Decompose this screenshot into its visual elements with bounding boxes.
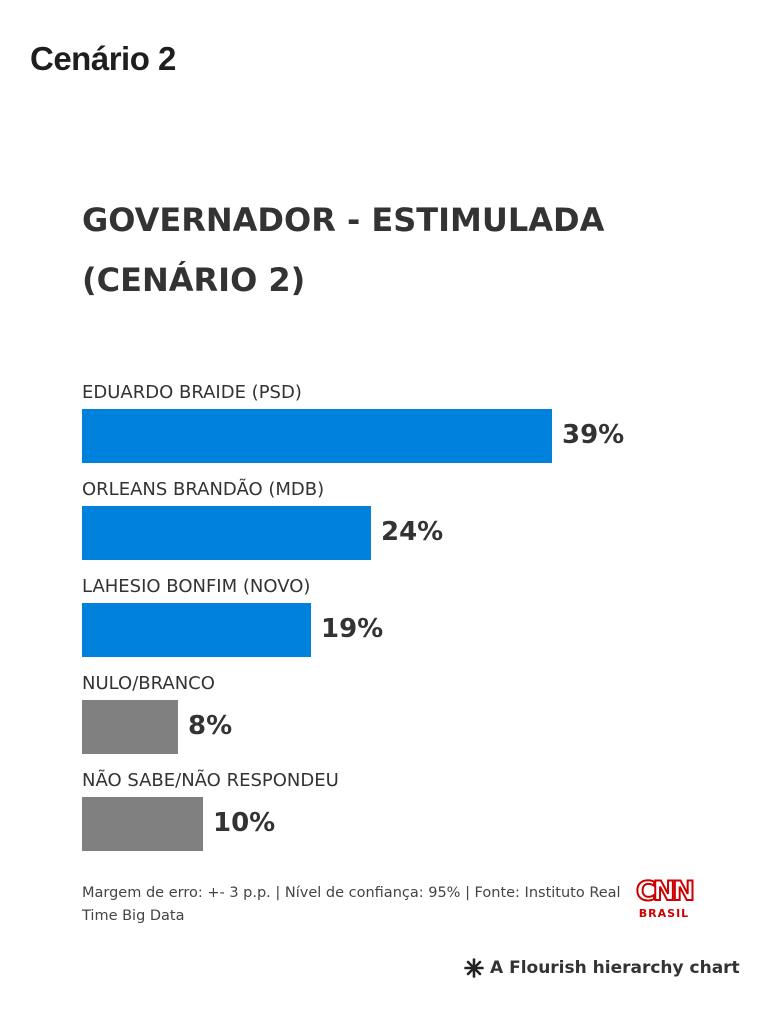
bar-value-label: 39%	[562, 420, 625, 450]
bar[interactable]	[82, 797, 203, 851]
logo-main-text: CNN	[635, 876, 696, 908]
bar-value-label: 8%	[188, 711, 233, 741]
bar[interactable]	[82, 409, 552, 463]
bar-category-label: LAHESIO BONFIM (NOVO)	[82, 576, 311, 597]
footer-note: Margem de erro: +- 3 p.p. | Nível de con…	[82, 885, 621, 924]
bar-category-label: EDUARDO BRAIDE (PSD)	[82, 382, 302, 403]
bar-value-label: 19%	[321, 614, 384, 644]
chart-title-line-2: (CENÁRIO 2)	[82, 261, 306, 299]
bar-value-label: 10%	[213, 808, 276, 838]
logo-sub-text: BRASIL	[638, 907, 690, 920]
bar-row: ORLEANS BRANDÃO (MDB) 24%	[82, 477, 702, 567]
bar-chart: EDUARDO BRAIDE (PSD) 39% ORLEANS BRANDÃO (…	[82, 380, 702, 860]
flourish-credit-text: A Flourish hierarchy chart	[490, 958, 740, 978]
bar[interactable]	[82, 700, 178, 754]
bar-category-label: NULO/BRANCO	[82, 673, 215, 694]
bar-row: NÃO SABE/NÃO RESPONDEU 10%	[82, 768, 702, 858]
bar[interactable]	[82, 603, 311, 657]
bar-value-label: 24%	[381, 517, 444, 547]
page-title: Cenário 2	[30, 40, 176, 77]
chart-title-line-1: GOVERNADOR - ESTIMULADA	[82, 201, 605, 239]
bar-category-label: NÃO SABE/NÃO RESPONDEU	[82, 770, 339, 791]
bar[interactable]	[82, 506, 371, 560]
bar-row: LAHESIO BONFIM (NOVO) 19%	[82, 574, 702, 664]
chart-title: GOVERNADOR - ESTIMULADA (CENÁRIO 2)	[82, 190, 702, 310]
bar-category-label: ORLEANS BRANDÃO (MDB)	[82, 479, 325, 500]
bar-row: NULO/BRANCO 8%	[82, 671, 702, 761]
bar-row: EDUARDO BRAIDE (PSD) 39%	[82, 380, 702, 470]
flourish-credit-link[interactable]: A Flourish hierarchy chart	[464, 954, 740, 982]
flourish-asterisk-icon	[464, 958, 484, 978]
cnn-brasil-logo: CNN BRASIL	[632, 876, 696, 927]
